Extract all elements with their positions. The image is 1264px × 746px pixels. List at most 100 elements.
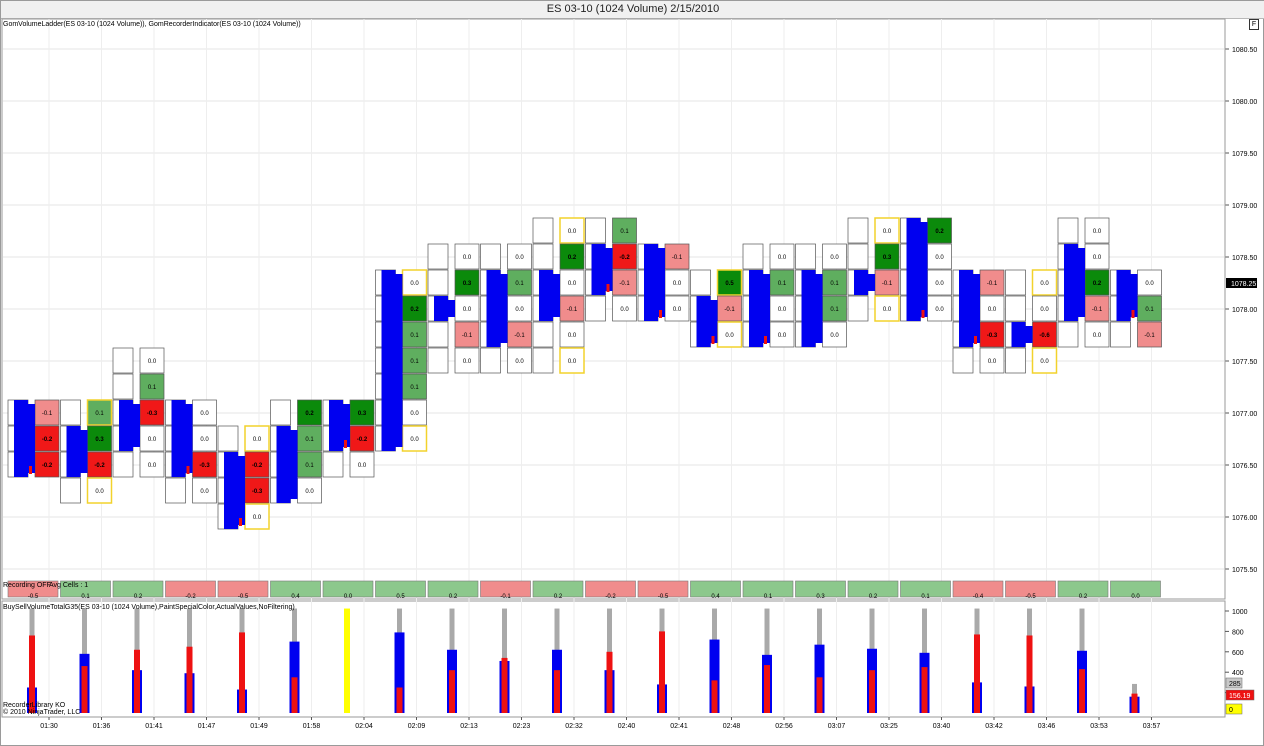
delta-value: 0.3 [883, 255, 892, 261]
delta-value: 0.0 [988, 307, 997, 313]
bottom-delta-value: 0.1 [81, 594, 90, 600]
sell-volume-bar [921, 667, 928, 713]
delta-value: 0.0 [463, 255, 472, 261]
delta-cell [507, 347, 532, 374]
ladder-bar: -0.1 -0.2 -0.2 [7, 399, 60, 478]
delta-cell [559, 347, 585, 374]
volume-cell [1057, 321, 1079, 348]
delta-value: 0.0 [463, 307, 472, 313]
volume-cell [427, 347, 449, 374]
delta-cell [454, 243, 480, 270]
candle-body [906, 218, 921, 321]
time-tick-label: 02:09 [408, 723, 426, 730]
buy-volume-bar [394, 632, 405, 713]
delta-value: 0.0 [148, 359, 157, 365]
delta-cell [769, 243, 795, 270]
delta-value: 0.0 [568, 333, 577, 339]
bottom-delta-value: -0.4 [973, 594, 984, 600]
bottom-delta-cell [847, 580, 899, 598]
delta-cell [244, 425, 270, 452]
delta-value: 0.3 [358, 411, 367, 417]
candle-wick [1130, 274, 1138, 317]
delta-value: -0.1 [514, 333, 525, 339]
ladder-bar: 0.1 -0.2 -0.1 0.0 [585, 217, 637, 322]
bottom-delta-cell [322, 580, 374, 598]
bottom-delta-value: 0.2 [134, 594, 143, 600]
delta-cell [612, 243, 637, 270]
candle-body [224, 452, 238, 529]
delta-cell [34, 399, 60, 426]
bottom-delta-cell [690, 580, 741, 598]
ladder-bar: 0.0 0.2 0.0 -0.1 0.0 0.0 [532, 217, 585, 374]
sell-volume-bar [186, 646, 193, 713]
delta-cell [612, 295, 637, 322]
sell-tick [344, 440, 347, 448]
delta-cell [507, 269, 532, 296]
delta-value: 0.0 [305, 489, 314, 495]
delta-value: 0.0 [620, 307, 629, 313]
volume-cell [480, 243, 501, 270]
volume-cell [795, 243, 816, 270]
delta-value: 0.0 [935, 255, 944, 261]
delta-value: -0.3 [199, 463, 210, 469]
sell-volume-bar [501, 657, 508, 713]
f-button[interactable]: F [1249, 19, 1259, 30]
bottom-delta-value: -0.5 [238, 594, 249, 600]
volume-cell [217, 425, 239, 452]
bottom-delta-cell [1005, 580, 1056, 598]
delta-value: 0.0 [568, 229, 577, 235]
delta-cell [139, 347, 165, 374]
delta-cell [34, 425, 60, 452]
bottom-delta-cell [480, 580, 531, 598]
delta-cell [1084, 269, 1110, 296]
delta-cell [87, 425, 112, 452]
volume-cell [952, 347, 974, 374]
candle-body [644, 244, 658, 321]
sell-volume-bar [291, 677, 298, 713]
volume-cell [532, 321, 554, 348]
bottom-delta-cell [637, 580, 689, 598]
bottom-delta-cell [532, 580, 584, 598]
delta-value: 0.5 [725, 281, 734, 287]
candle-wick [658, 248, 665, 317]
delta-value: 0.1 [410, 333, 419, 339]
bottom-delta-value: -0.5 [1025, 594, 1036, 600]
delta-value: 0.1 [830, 281, 839, 287]
ladder-bar: 0.0 0.1 -0.1 [1110, 269, 1162, 348]
candle-body [1116, 270, 1131, 321]
ladder-bar: 0.3 -0.2 0.0 [322, 399, 375, 478]
delta-cell [454, 347, 480, 374]
last-price-label: 1078.25 [1231, 281, 1256, 288]
delta-cell [822, 321, 847, 348]
delta-value: 0.0 [358, 463, 367, 469]
volume-cell [322, 451, 344, 478]
buy-volume-bar [709, 639, 720, 713]
delta-cell [769, 295, 795, 322]
delta-value: 0.0 [410, 281, 419, 287]
delta-cell [822, 269, 847, 296]
candle-body [486, 270, 501, 347]
time-tick-label: 03:57 [1143, 723, 1161, 730]
bottom-delta-value: -0.5 [28, 594, 39, 600]
time-tick-label: 03:42 [985, 723, 1003, 730]
delta-cell [559, 243, 585, 270]
delta-cell [349, 399, 375, 426]
delta-value: 0.0 [935, 307, 944, 313]
price-tick-label: 1075.50 [1232, 567, 1257, 574]
bottom-delta-cell [60, 580, 111, 598]
delta-value: 0.2 [935, 229, 944, 235]
delta-value: 0.0 [253, 437, 262, 443]
candle-wick [500, 274, 508, 343]
delta-value: 0.0 [515, 307, 524, 313]
delta-value: 0.3 [463, 281, 472, 287]
bottom-delta-cell [7, 580, 59, 598]
delta-value: -0.1 [724, 307, 735, 313]
delta-value: 0.0 [253, 515, 262, 521]
time-tick-label: 02:41 [670, 723, 688, 730]
candle-body [1064, 244, 1078, 321]
price-axis: 1080.50 1080.00 1079.50 1079.00 1078.50 1078.… [1224, 19, 1257, 599]
bottom-delta-value: 0.2 [869, 594, 878, 600]
delta-cell [1084, 217, 1110, 244]
time-tick-label: 03:53 [1090, 723, 1108, 730]
delta-value: -0.1 [42, 411, 53, 417]
